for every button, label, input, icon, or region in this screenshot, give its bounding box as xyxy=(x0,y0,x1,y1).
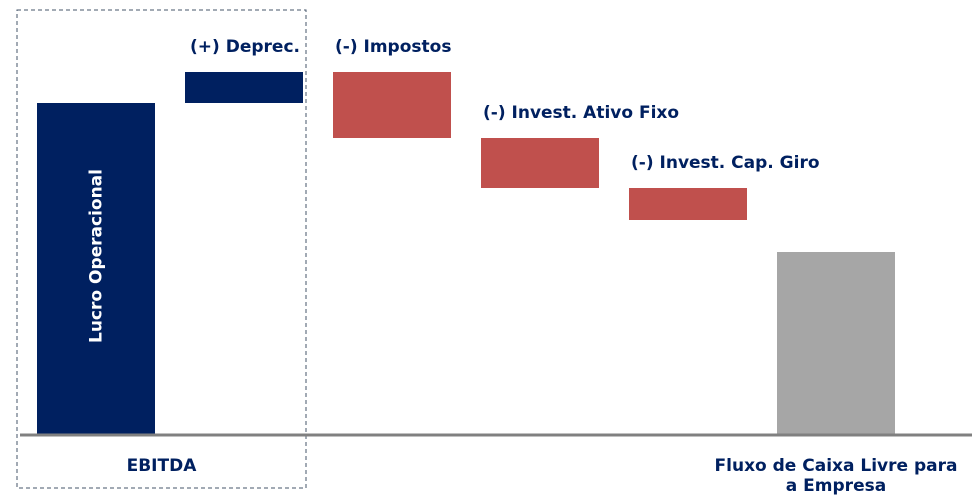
bar xyxy=(777,252,895,434)
bar xyxy=(185,72,303,103)
bar xyxy=(333,72,451,138)
bar xyxy=(629,188,747,220)
bar xyxy=(481,138,599,188)
bar xyxy=(37,103,155,434)
annotation: EBITDA xyxy=(126,456,197,476)
category-label: (-) Invest. Cap. Giro xyxy=(631,153,820,173)
category-label: Fluxo de Caixa Livre para a Empresa xyxy=(714,456,958,496)
category-label: (+) Deprec. xyxy=(190,37,300,57)
bar-label: Lucro Operacional xyxy=(86,168,106,343)
ebitda-box xyxy=(16,9,307,489)
category-label: (-) Invest. Ativo Fixo xyxy=(483,103,680,123)
category-label: (-) Impostos xyxy=(335,37,452,57)
